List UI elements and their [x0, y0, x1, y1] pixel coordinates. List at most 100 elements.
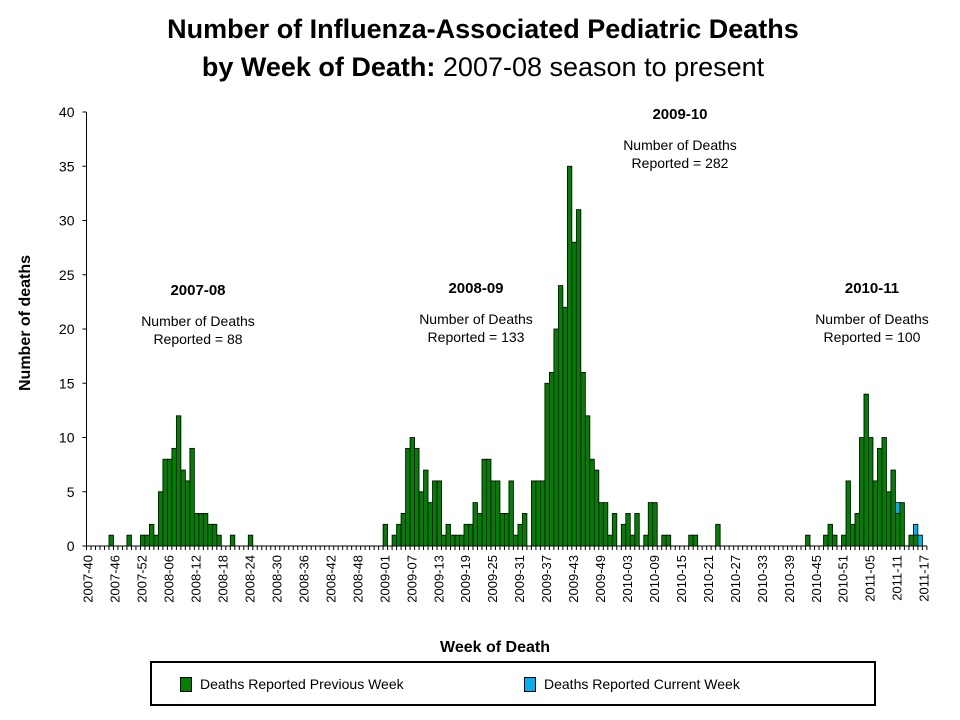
- bar-previous-2011-11: [895, 513, 901, 547]
- x-tick-label: 2009-01: [377, 555, 392, 603]
- bar-previous-2008-04: [158, 491, 164, 547]
- x-tick-label: 2009-31: [512, 555, 527, 603]
- annotation-season-2008-09: 2008-09: [448, 280, 503, 297]
- legend-swatch-current: [524, 676, 536, 692]
- bar-previous-2009-03: [391, 534, 397, 547]
- bar-previous-2011-10: [890, 469, 896, 547]
- bar-previous-2009-21: [472, 502, 478, 547]
- legend-label-current: Deaths Reported Current Week: [544, 676, 740, 692]
- x-tick-label: 2009-37: [539, 555, 554, 603]
- x-tick-label: 2008-06: [162, 555, 177, 603]
- bar-previous-2010-52: [845, 480, 851, 547]
- bar-previous-2008-10: [184, 480, 191, 547]
- legend-label-previous: Deaths Reported Previous Week: [200, 676, 404, 692]
- x-tick-label: 2009-25: [485, 555, 500, 603]
- y-tick-label: 15: [59, 375, 75, 391]
- bar-previous-2008-17: [216, 534, 222, 547]
- bar-previous-2009-23: [481, 458, 487, 547]
- bar-previous-2009-24: [486, 458, 492, 547]
- bar-previous-2010-43: [805, 534, 811, 547]
- annotation-line2-2009-10: Reported = 282: [632, 155, 729, 171]
- bar-previous-2010-04: [629, 534, 636, 547]
- bar-previous-2009-04: [396, 523, 402, 547]
- bar-previous-2008-16: [211, 523, 218, 547]
- x-tick-label: 2008-30: [269, 555, 284, 603]
- bar-previous-2009-28: [504, 513, 510, 547]
- x-tick-label: 2010-33: [755, 555, 770, 603]
- legend-item-current: Deaths Reported Current Week: [524, 676, 740, 692]
- x-tick-label: 2010-09: [647, 555, 662, 603]
- bar-previous-2009-41: [562, 306, 568, 547]
- x-tick-label: 2011-11: [890, 555, 905, 601]
- x-tick-label: 2007-52: [135, 555, 150, 603]
- bar-previous-2011-04: [863, 393, 869, 547]
- bar-previous-2009-11: [427, 502, 433, 547]
- bar-previous-2009-27: [499, 513, 505, 547]
- bar-previous-2009-10: [423, 469, 429, 547]
- bar-previous-2009-32: [522, 513, 528, 547]
- bar-previous-2008-20: [229, 534, 236, 547]
- legend-swatch-previous: [180, 676, 192, 692]
- bar-previous-2009-46: [584, 415, 591, 547]
- bar-previous-2009-51: [607, 534, 613, 547]
- bar-previous-2008-07: [171, 447, 177, 547]
- annotation-line2-2008-09: Reported = 133: [428, 329, 525, 345]
- bar-previous-2009-08: [414, 447, 420, 547]
- bar-previous-2009-50: [602, 502, 609, 547]
- bar-previous-2009-13: [436, 480, 442, 547]
- bar-previous-2009-40: [557, 285, 564, 547]
- annotation-season-2010-11: 2010-11: [845, 280, 899, 297]
- bar-previous-2010-51: [841, 534, 847, 547]
- bar-previous-2011-14: [908, 534, 914, 547]
- bar-previous-2008-14: [202, 513, 209, 547]
- y-tick-label: 10: [59, 430, 75, 446]
- legend-item-previous: Deaths Reported Previous Week: [180, 676, 404, 692]
- x-tick-label: 2010-51: [836, 555, 851, 603]
- annotation-line1-2009-10: Number of Deaths: [623, 137, 737, 153]
- bar-previous-2010-05: [634, 513, 640, 547]
- bar-previous-2010-49: [832, 534, 838, 547]
- bar-previous-2008-11: [189, 447, 195, 547]
- subtitle-bold: by Week of Death:: [201, 52, 436, 82]
- x-tick-label: 2008-42: [323, 555, 338, 603]
- y-tick-label: 0: [67, 538, 75, 554]
- y-axis-title: Number of deaths: [17, 255, 34, 391]
- y-tick-label: 20: [59, 321, 75, 337]
- bar-previous-2009-48: [593, 469, 600, 547]
- bar-previous-2010-08: [647, 502, 654, 547]
- bar-previous-2009-35: [535, 480, 541, 547]
- y-tick-label: 40: [59, 104, 75, 120]
- bar-previous-2007-49: [126, 534, 132, 547]
- bar-previous-2011-15: [912, 534, 919, 547]
- bar-previous-2011-02: [854, 513, 860, 547]
- bar-previous-2008-02: [149, 523, 155, 547]
- bar-previous-2009-36: [539, 480, 546, 547]
- y-tick-label: 5: [67, 484, 75, 500]
- bar-previous-2011-12: [899, 502, 905, 547]
- legend: Deaths Reported Previous Week Deaths Rep…: [150, 661, 876, 706]
- bar-previous-2009-09: [418, 491, 424, 547]
- bar-previous-2009-12: [432, 480, 438, 547]
- bar-previous-2009-34: [531, 480, 537, 547]
- x-tick-label: 2010-03: [620, 555, 635, 603]
- bar-current-2011-16: [917, 534, 923, 547]
- bar-previous-2009-45: [580, 371, 586, 547]
- bar-previous-2010-07: [643, 534, 649, 547]
- bar-previous-2010-02: [620, 523, 627, 547]
- bar-previous-2009-26: [495, 480, 501, 547]
- annotation-line1-2007-08: Number of Deaths: [141, 313, 255, 329]
- x-tick-label: 2008-24: [243, 555, 258, 603]
- x-axis-title: Week of Death: [440, 639, 550, 656]
- x-tick-label: 2011-17: [917, 555, 932, 602]
- bar-previous-2010-12: [665, 534, 672, 547]
- bar-previous-2009-25: [490, 480, 496, 547]
- annotation-line2-2007-08: Reported = 88: [153, 331, 242, 347]
- chart-title: Number of Influenza-Associated Pediatric…: [167, 14, 799, 44]
- bar-previous-2009-16: [450, 534, 456, 547]
- bar-previous-2009-39: [553, 328, 559, 547]
- bar-previous-2009-05: [400, 513, 406, 547]
- y-tick-label: 35: [59, 158, 75, 174]
- x-tick-label: 2009-19: [458, 555, 473, 603]
- x-tick-label: 2009-49: [593, 555, 608, 603]
- bar-previous-2010-03: [625, 513, 631, 547]
